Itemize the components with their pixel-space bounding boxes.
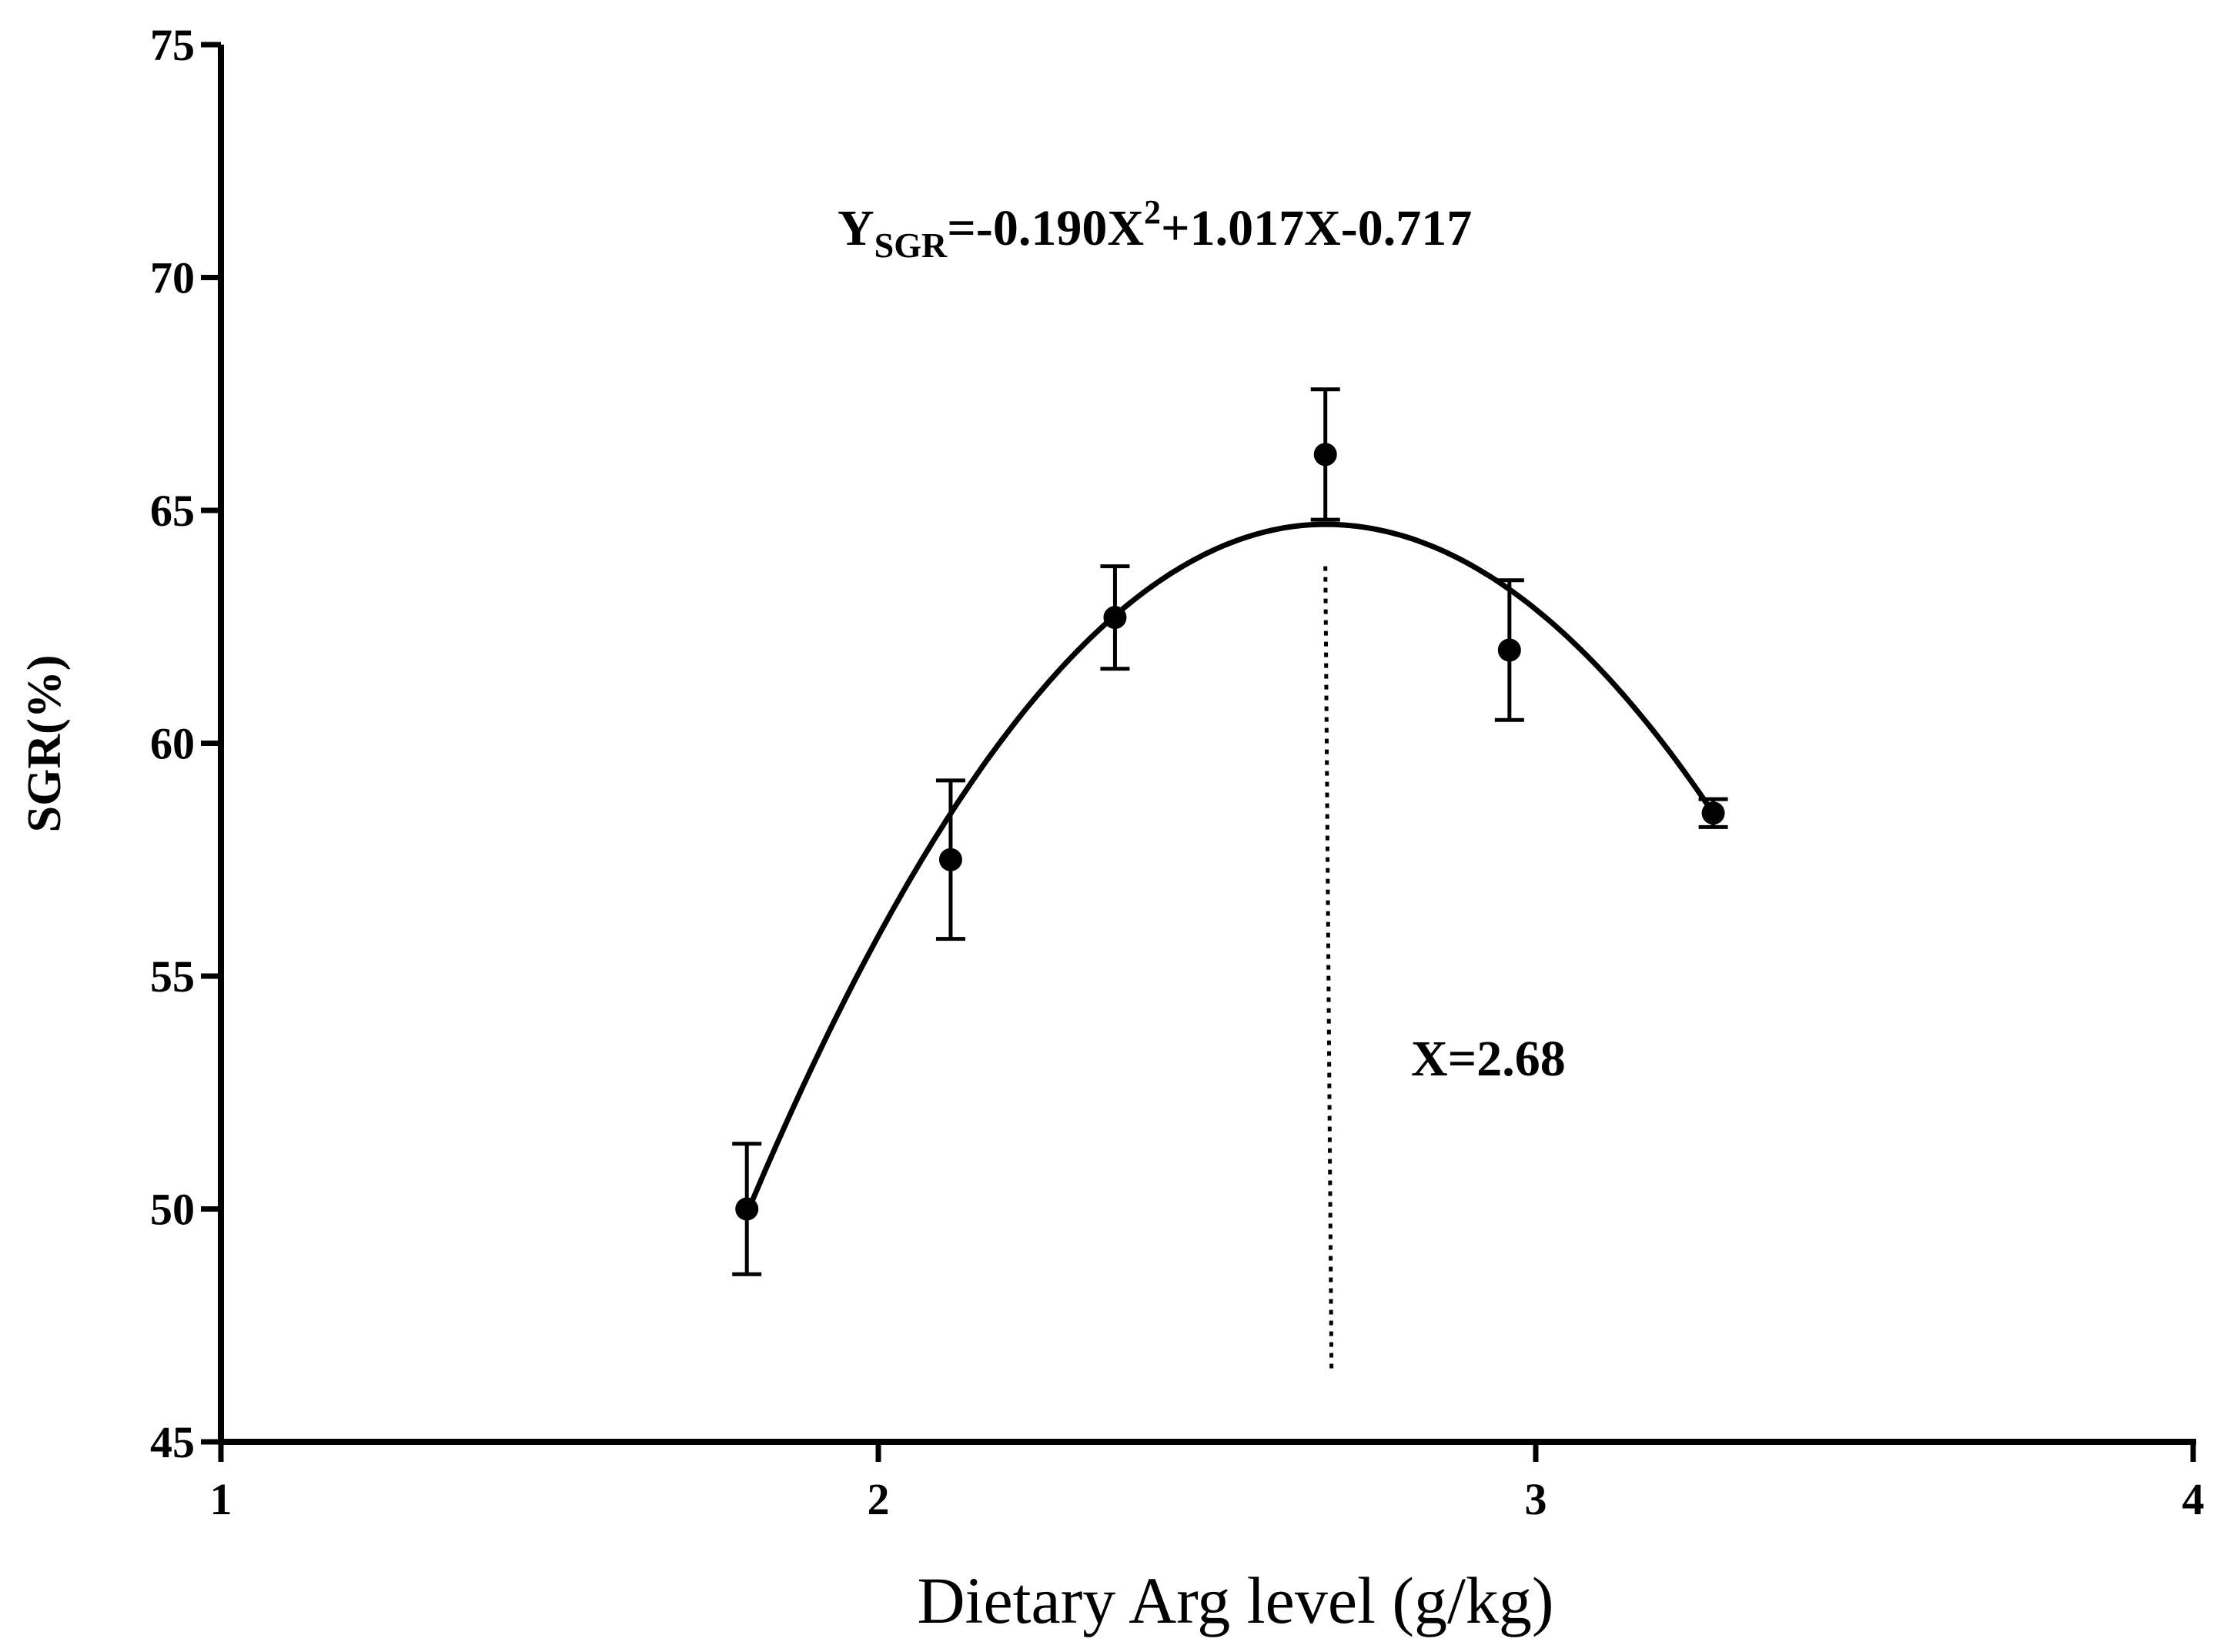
data-point-2 xyxy=(1103,606,1127,630)
optimum-dotted-line xyxy=(1323,566,1334,1373)
data-point-3 xyxy=(1313,443,1337,467)
y-tick-label-65: 65 xyxy=(150,486,195,536)
data-point-4 xyxy=(1497,638,1521,662)
optimum-label: X=2.68 xyxy=(1411,1031,1566,1087)
x-ticks: 1 2 3 4 xyxy=(210,1442,2205,1524)
equation-lhs: Y xyxy=(838,200,874,256)
data-point-1 xyxy=(938,848,962,871)
x-axis-title: Dietary Arg level (g/kg) xyxy=(917,1563,1553,1637)
y-ticks: 45 50 55 60 65 70 75 xyxy=(150,20,221,1467)
x-tick-label-4: 4 xyxy=(2182,1474,2205,1524)
equation-superscript: 2 xyxy=(1144,193,1161,231)
equation-part1: =-0.190X xyxy=(947,200,1144,256)
y-tick-label-45: 45 xyxy=(150,1417,195,1467)
y-tick-label-70: 70 xyxy=(150,253,195,303)
optimum-guide xyxy=(1323,566,1334,1373)
fit-curve xyxy=(744,521,1717,1217)
equation-subscript: SGR xyxy=(874,226,948,265)
fit-curve-layer xyxy=(744,521,1717,1217)
y-tick-label-75: 75 xyxy=(150,20,195,70)
y-tick-label-60: 60 xyxy=(150,719,195,769)
x-tick-label-2: 2 xyxy=(868,1474,890,1524)
data-point-0 xyxy=(735,1197,759,1221)
equation-part2: +1.017X-0.717 xyxy=(1161,200,1472,256)
x-tick-label-3: 3 xyxy=(1525,1474,1547,1524)
y-tick-label-50: 50 xyxy=(150,1185,195,1235)
data-points xyxy=(735,443,1725,1221)
equation-label: YSGR=-0.190X2+1.017X-0.717 xyxy=(838,193,1472,265)
y-axis-title: SGR(%) xyxy=(18,655,71,833)
error-bars xyxy=(732,387,1728,1276)
y-tick-label-55: 55 xyxy=(150,951,195,1002)
x-tick-label-1: 1 xyxy=(210,1474,232,1524)
data-point-5 xyxy=(1701,801,1725,825)
